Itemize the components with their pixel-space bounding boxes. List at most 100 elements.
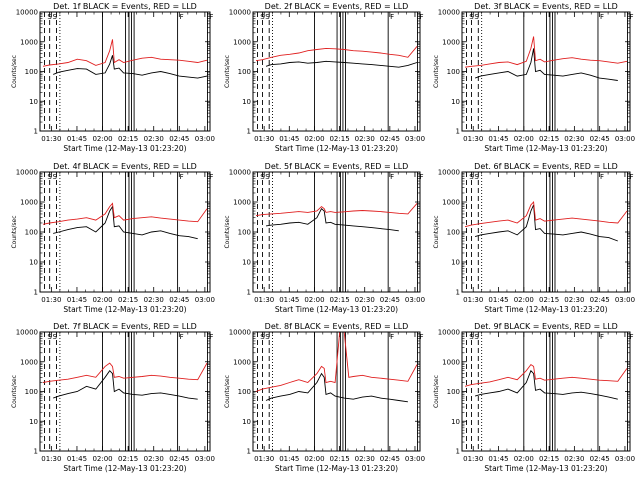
x-tick-label: 01:45: [67, 135, 87, 143]
y-tick-label: 1: [247, 289, 251, 297]
panel-title: Det. 8f BLACK = Events, RED = LLD: [265, 322, 409, 331]
panel-title: Det. 5f BLACK = Events, RED = LLD: [265, 162, 409, 171]
x-tick-label: 01:30: [41, 135, 61, 143]
series-events-line: [53, 205, 198, 240]
x-tick-label: 02:30: [564, 135, 584, 143]
panel-title: Det. 1f BLACK = Events, RED = LLD: [53, 2, 197, 11]
x-tick-label: 02:45: [590, 296, 610, 304]
x-tick-label: 03:00: [615, 135, 635, 143]
y-axis-label: Counts/sec: [11, 375, 18, 408]
x-tick-label: 01:45: [279, 296, 299, 304]
series-events-line: [474, 48, 618, 81]
x-tick-label: 02:00: [92, 135, 112, 143]
interval-marker: F: [600, 333, 604, 341]
panel-9f: Det. 9f BLACK = Events, RED = LLD Counts/…: [433, 322, 635, 473]
x-tick-label: 02:15: [118, 296, 138, 304]
interval-marker: F: [629, 333, 633, 341]
x-tick-label: 02:45: [380, 455, 400, 463]
x-tick-label: 02:30: [355, 135, 375, 143]
x-tick-label: 02:00: [514, 296, 534, 304]
x-tick-label: 02:30: [564, 455, 584, 463]
series-events-line: [53, 55, 208, 79]
y-tick-label: 10: [451, 418, 460, 426]
y-tick-label: 100: [25, 68, 38, 76]
interval-marker: F: [209, 13, 213, 21]
interval-marker: F: [419, 13, 423, 21]
x-tick-label: 02:00: [92, 455, 112, 463]
x-tick-label: 02:45: [590, 135, 610, 143]
x-tick-label: 03:00: [405, 455, 425, 463]
y-axis-label: Counts/sec: [433, 215, 440, 248]
y-tick-label: 1000: [20, 38, 38, 46]
y-tick-label: 1: [247, 448, 251, 456]
y-tick-label: 100: [25, 388, 38, 396]
y-tick-label: 10000: [438, 169, 460, 177]
y-tick-label: 10000: [438, 329, 460, 337]
x-tick-label: 02:30: [144, 455, 164, 463]
x-tick-label: 02:00: [304, 135, 324, 143]
x-tick-label: 03:00: [615, 296, 635, 304]
panel-6f: Det. 6f BLACK = Events, RED = LLD Counts/…: [433, 162, 635, 314]
y-tick-label: 1000: [442, 199, 460, 207]
panel-title: Det. 7f BLACK = Events, RED = LLD: [53, 322, 197, 331]
y-tick-label: 10: [242, 259, 251, 267]
interval-marker: F: [600, 13, 604, 21]
x-tick-label: 01:45: [488, 135, 508, 143]
series-lld-line: [255, 332, 418, 392]
x-tick-label: 02:00: [514, 135, 534, 143]
y-axis-label: Counts/sec: [11, 215, 18, 248]
x-tick-label: 02:15: [539, 455, 559, 463]
interval-marker: S: [265, 333, 270, 341]
panel-7f: Det. 7f BLACK = Events, RED = LLD Counts/…: [11, 322, 215, 473]
interval-marker: F: [390, 333, 394, 341]
plot-frame: [461, 11, 631, 132]
x-axis-label: Start Time (12-May-13 01:23:20): [484, 144, 607, 153]
interval-marker: F: [209, 173, 213, 181]
panel-title: Det. 3f BLACK = Events, RED = LLD: [474, 2, 618, 11]
y-axis-label: Counts/sec: [11, 55, 18, 88]
interval-marker: F: [209, 333, 213, 341]
x-axis-label: Start Time (12-May-13 01:23:20): [63, 144, 186, 153]
x-tick-label: 01:30: [254, 296, 274, 304]
y-tick-label: 1: [34, 289, 38, 297]
x-tick-label: 01:30: [41, 455, 61, 463]
interval-marker: F: [390, 13, 394, 21]
series-events-line: [265, 60, 418, 68]
plot-frame: [252, 11, 421, 132]
series-events-line: [265, 372, 408, 403]
x-tick-label: 01:30: [463, 296, 483, 304]
x-tick-label: 02:15: [118, 455, 138, 463]
series-lld-line: [464, 36, 628, 68]
x-tick-label: 02:15: [329, 135, 349, 143]
y-tick-label: 10: [242, 98, 251, 106]
x-tick-label: 01:30: [463, 455, 483, 463]
y-tick-label: 100: [447, 229, 460, 237]
y-tick-label: 10000: [438, 9, 460, 17]
interval-marker: S: [265, 173, 270, 181]
plot-frame: [39, 11, 211, 132]
interval-marker: F: [600, 173, 604, 181]
x-tick-label: 01:45: [488, 296, 508, 304]
x-tick-label: 02:15: [539, 135, 559, 143]
x-tick-label: 03:00: [405, 296, 425, 304]
y-tick-label: 100: [447, 388, 460, 396]
y-tick-label: 10000: [229, 9, 251, 17]
x-tick-label: 02:00: [92, 296, 112, 304]
x-tick-label: 02:45: [169, 135, 189, 143]
x-tick-label: 02:00: [304, 455, 324, 463]
x-tick-label: 02:00: [304, 296, 324, 304]
y-tick-label: 10: [451, 98, 460, 106]
x-tick-label: 01:30: [254, 455, 274, 463]
series-lld-line: [42, 39, 208, 67]
interval-marker: S: [260, 173, 265, 181]
panel-1f: Det. 1f BLACK = Events, RED = LLD Counts/…: [11, 2, 215, 153]
plot-frame: [461, 171, 631, 293]
x-tick-label: 03:00: [195, 296, 215, 304]
y-tick-label: 10000: [16, 9, 38, 17]
plot-frame: [461, 331, 631, 452]
x-tick-label: 02:30: [564, 296, 584, 304]
x-tick-label: 02:30: [355, 455, 375, 463]
x-tick-label: 02:15: [539, 296, 559, 304]
y-tick-label: 1000: [442, 38, 460, 46]
y-tick-label: 1: [34, 448, 38, 456]
